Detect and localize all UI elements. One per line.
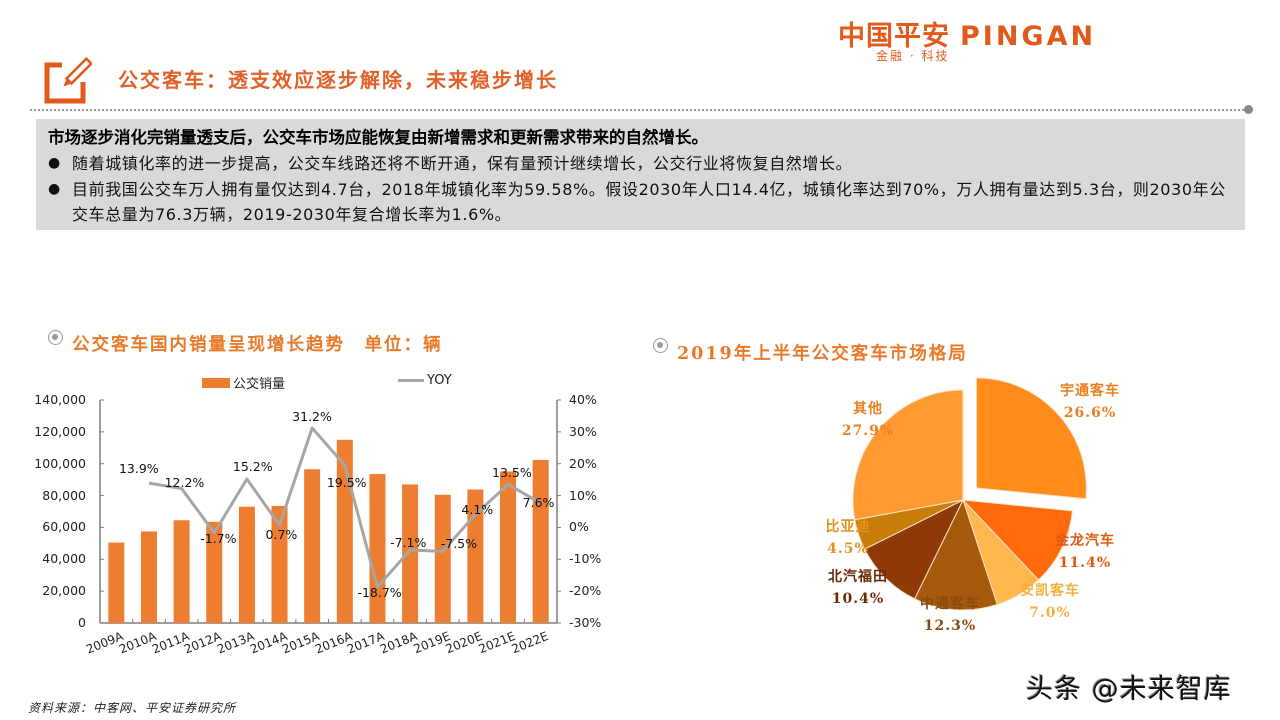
pie-slice-1 [961,499,1074,581]
summary-headline: 市场逐步消化完销量透支后，公交车市场应能恢复由新增需求和更新需求带来的自然增长。 [48,128,708,147]
pie-label: 比亚迪 4.5% [808,516,888,560]
y-right-tick: 30% [569,423,597,439]
y-left-tick: 80,000 [42,487,86,503]
pie-label-name: 安凯客车 [1020,583,1080,599]
pie-label: 金龙汽车 11.4% [1045,530,1125,574]
pie-label-name: 北汽福田 [828,569,888,585]
pie-label-value: 7.0% [1029,605,1071,621]
bar-2010A [140,531,157,623]
pie-slice-3 [913,498,998,611]
source-note: 资料来源：中客网、平安证券研究所 [28,701,237,715]
pie-label-value: 27.9% [841,423,895,439]
edit-pencil-icon [44,56,92,104]
yoy-label: -7.5% [440,536,478,552]
bar-2012A [206,521,223,623]
y-right-tick: -20% [569,583,602,599]
legend-bar-swatch [202,377,230,388]
y-right-tick: -10% [569,551,602,567]
bar-2017A [369,474,386,623]
pie-label-value: 10.4% [831,591,885,607]
y-left-tick: 0 [78,615,86,630]
pie-label-value: 4.5% [827,541,869,557]
pie-label-value: 12.3% [923,618,977,634]
bar-2014A [271,505,288,623]
bullet-icon: ● [48,155,61,171]
header-divider [30,109,1248,111]
pie-label-value: 11.4% [1058,555,1112,571]
pie-slice-6 [852,389,964,521]
pie-label-name: 宇通客车 [1060,383,1120,399]
summary-bullet: ● 随着城镇化率的进一步提高，公交车线路还将不断开通，保有量预计继续增长，公交行… [48,151,1235,177]
pie-label-name: 金龙汽车 [1055,533,1115,549]
yoy-label: 31.2% [292,409,332,425]
y-left-tick: 40,000 [42,551,86,567]
pie-label-name: 比亚迪 [825,519,871,535]
pie-label-name: 中通客车 [920,596,980,612]
y-right-tick: -30% [569,615,602,630]
bar-2013A [238,506,255,623]
legend-item-yoy: YOY [398,373,452,388]
logo-cn: 中国平安 [838,21,950,52]
pie-label: 宇通客车 26.6% [1050,380,1130,424]
yoy-label: -1.7% [200,530,237,546]
yoy-label: 15.2% [232,459,273,474]
pie-label: 北汽福田 10.4% [818,566,898,610]
bullet-text: 随着城镇化率的进一步提高，公交车线路还将不断开通，保有量预计继续增长，公交行业将… [72,154,853,173]
section-bullet-icon [48,330,63,345]
pie-label-name: 其他 [853,401,883,417]
bar-2019E [434,494,451,623]
bar-2021E [500,471,517,623]
y-left-tick: 120,000 [34,423,86,439]
summary-bullet: ● 目前我国公交车万人拥有量仅达到4.7台，2018年城镇化率为59.58%。假… [48,177,1235,228]
y-left-tick: 100,000 [34,455,86,471]
yoy-label: 19.5% [326,475,367,491]
pie-label-value: 26.6% [1063,405,1117,421]
bullet-icon: ● [48,180,61,197]
bar-2018A [402,484,419,623]
yoy-label: -18.7% [357,585,402,600]
y-left-tick: 60,000 [42,519,86,535]
yoy-label: 0.7% [265,527,298,543]
y-right-tick: 40% [569,392,597,407]
y-right-tick: 0% [569,519,589,535]
pie-label: 安凯客车 7.0% [1010,580,1090,624]
yoy-label: 7.6% [522,495,555,511]
logo-tagline: 金融 · 科技 [876,49,950,63]
legend-label: 公交销量 [233,377,286,392]
summary-box: 市场逐步消化完销量透支后，公交车市场应能恢复由新增需求和更新需求带来的自然增长。… [36,119,1245,230]
bullet-text: 目前我国公交车万人拥有量仅达到4.7台，2018年城镇化率为59.58%。假设2… [72,179,1226,225]
yoy-label: 4.1% [461,502,494,518]
watermark: 头条 @未来智库 [1026,674,1232,705]
yoy-label: 13.9% [118,461,159,477]
yoy-label: 12.2% [164,474,205,490]
logo-wordmark: 中国平安 PINGAN [838,14,1096,53]
legend-label: YOY [427,373,452,388]
y-left-tick: 20,000 [42,583,86,599]
pie-chart-title: 2019年上半年公交客车市场格局 [677,344,968,364]
pie-slice-0 [975,377,1087,500]
bar-2015A [304,469,321,623]
yoy-line [148,426,542,589]
page-title: 公交客车：透支效应逐步解除，未来稳步增长 [118,68,558,92]
y-right-tick: 10% [569,487,597,503]
pie-slice-4 [863,498,965,600]
legend-item-sales: 公交销量 [202,373,285,392]
logo-en: PINGAN [960,21,1097,52]
y-right-tick: 20% [569,455,597,471]
bar-chart-title: 公交客车国内销量呈现增长趋势 单位：辆 [72,335,443,355]
bar-2020E [467,489,484,623]
yoy-label: 13.5% [492,465,532,481]
bar-2009A [108,542,125,623]
pie-label: 其他 27.9% [828,398,908,442]
pie-label: 中通客车 12.3% [910,593,990,637]
divider-end-dot [1244,105,1253,114]
legend-line-swatch [398,379,424,382]
y-left-tick: 140,000 [34,392,86,407]
section-bullet-icon [653,338,668,353]
bar-2011A [173,520,190,623]
pingan-logo: 中国平安 PINGAN 金融 · 科技 [838,14,1208,64]
yoy-label: -7.1% [390,535,427,551]
